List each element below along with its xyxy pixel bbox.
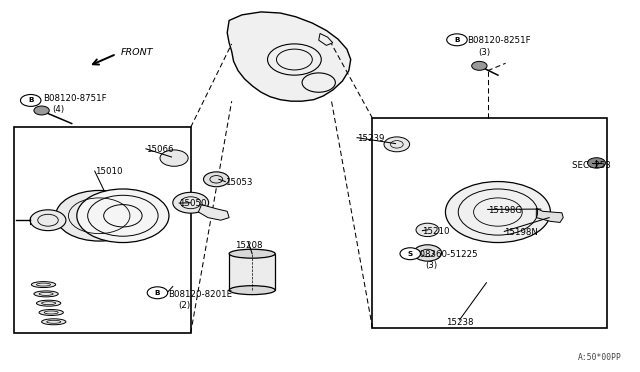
- Text: 15053: 15053: [225, 178, 253, 187]
- Text: FRONT: FRONT: [120, 48, 153, 57]
- Polygon shape: [198, 205, 229, 220]
- Text: 15239: 15239: [357, 134, 385, 143]
- Circle shape: [34, 106, 49, 115]
- Text: B08120-8751F: B08120-8751F: [44, 94, 107, 103]
- Polygon shape: [227, 12, 351, 101]
- Ellipse shape: [34, 291, 58, 297]
- Circle shape: [147, 287, 168, 299]
- Text: (3): (3): [479, 48, 491, 57]
- Text: S08360-51225: S08360-51225: [415, 250, 478, 259]
- Text: S: S: [408, 251, 413, 257]
- Text: B: B: [155, 290, 160, 296]
- Circle shape: [204, 172, 229, 187]
- Ellipse shape: [31, 282, 56, 288]
- Ellipse shape: [42, 319, 66, 325]
- Text: 15010: 15010: [95, 167, 122, 176]
- Text: 15050: 15050: [179, 199, 207, 208]
- Circle shape: [447, 34, 467, 46]
- Bar: [14, 127, 191, 333]
- Circle shape: [384, 137, 410, 152]
- Text: 15210: 15210: [422, 227, 450, 236]
- Circle shape: [413, 245, 442, 261]
- Text: 15198G: 15198G: [488, 206, 522, 215]
- Bar: [229, 254, 275, 290]
- Text: SEC. 253: SEC. 253: [572, 161, 611, 170]
- Bar: [372, 118, 607, 328]
- Text: 15208: 15208: [235, 241, 262, 250]
- Circle shape: [30, 210, 66, 231]
- Circle shape: [416, 223, 439, 237]
- Ellipse shape: [36, 300, 61, 306]
- Text: 15198N: 15198N: [504, 228, 538, 237]
- Circle shape: [160, 150, 188, 166]
- Ellipse shape: [229, 286, 275, 295]
- Text: B08120-8251F: B08120-8251F: [467, 36, 531, 45]
- Text: (3): (3): [426, 262, 438, 270]
- Circle shape: [472, 61, 487, 70]
- Circle shape: [173, 192, 209, 213]
- Circle shape: [56, 190, 143, 241]
- Circle shape: [400, 248, 420, 260]
- Text: B: B: [454, 37, 460, 43]
- Text: (4): (4): [52, 105, 65, 114]
- Ellipse shape: [39, 310, 63, 315]
- Circle shape: [20, 94, 41, 106]
- Text: 15066: 15066: [146, 145, 173, 154]
- Circle shape: [588, 158, 605, 168]
- Text: (2): (2): [178, 301, 190, 310]
- Text: 15238: 15238: [446, 318, 473, 327]
- Text: B: B: [28, 97, 33, 103]
- Circle shape: [77, 189, 169, 243]
- Polygon shape: [536, 208, 563, 222]
- Circle shape: [445, 182, 550, 243]
- Text: B08120-8201E: B08120-8201E: [168, 290, 232, 299]
- Ellipse shape: [229, 249, 275, 258]
- Text: A:50*00PP: A:50*00PP: [578, 353, 622, 362]
